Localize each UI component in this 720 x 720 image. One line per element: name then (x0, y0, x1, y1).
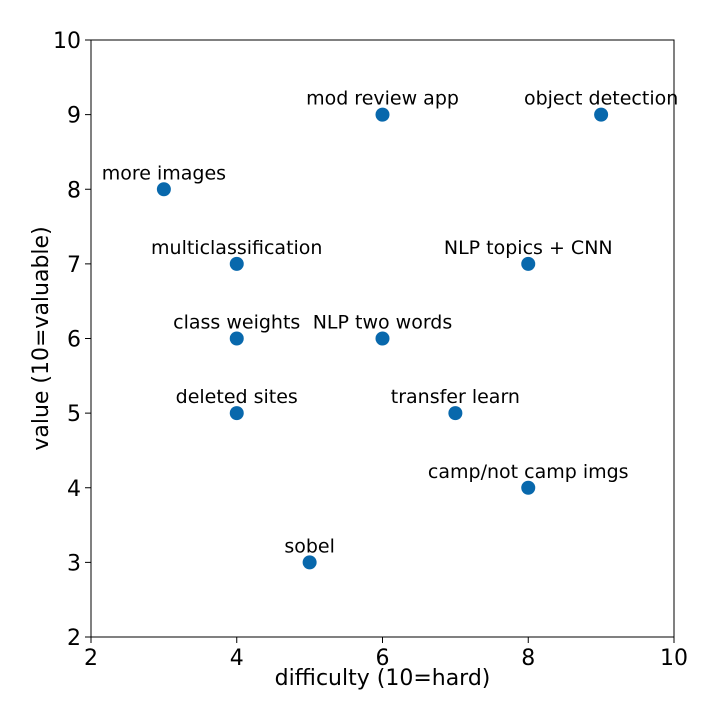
point-label: class weights (173, 312, 300, 334)
y-tick-label: 10 (53, 29, 81, 54)
point-label: more images (102, 162, 226, 184)
y-tick-label: 4 (67, 477, 81, 502)
point-label: NLP two words (313, 312, 453, 334)
y-tick-label: 9 (67, 104, 81, 129)
x-tick-label: 8 (521, 646, 535, 671)
y-axis-label: value (10=valuable) (29, 226, 54, 450)
point-labels: mod review app object detection more image… (102, 88, 679, 558)
data-point (156, 182, 171, 197)
data-point (302, 555, 317, 570)
data-point (594, 107, 609, 122)
point-label: sobel (284, 535, 335, 557)
data-point (375, 107, 390, 122)
x-axis-label: difficulty (10=hard) (275, 666, 491, 691)
data-point (521, 256, 536, 271)
data-point (521, 480, 536, 495)
point-label: mod review app (306, 88, 459, 110)
data-point (448, 406, 463, 421)
x-tick-label: 4 (230, 646, 244, 671)
y-tick-label: 8 (67, 178, 81, 203)
data-point (375, 331, 390, 346)
y-tick-label: 6 (67, 328, 81, 353)
y-tick-label: 5 (67, 402, 81, 427)
point-label: transfer learn (391, 386, 520, 408)
x-tick-label: 10 (660, 646, 688, 671)
point-label: NLP topics + CNN (444, 237, 613, 259)
data-point (229, 406, 244, 421)
x-tick-label: 6 (376, 646, 390, 671)
data-points (156, 107, 609, 570)
x-axis-ticks: 2 4 6 8 10 (84, 637, 688, 671)
y-tick-label: 2 (67, 626, 81, 651)
point-label: object detection (524, 88, 678, 110)
y-tick-label: 7 (67, 253, 81, 278)
y-tick-label: 3 (67, 551, 81, 576)
x-tick-label: 2 (84, 646, 98, 671)
point-label: deleted sites (176, 386, 298, 408)
data-point (229, 256, 244, 271)
point-label: multiclassification (151, 237, 322, 259)
point-label: camp/not camp imgs (428, 461, 629, 483)
y-axis-ticks: 2 3 4 5 6 7 8 9 10 (53, 29, 91, 651)
data-point (229, 331, 244, 346)
